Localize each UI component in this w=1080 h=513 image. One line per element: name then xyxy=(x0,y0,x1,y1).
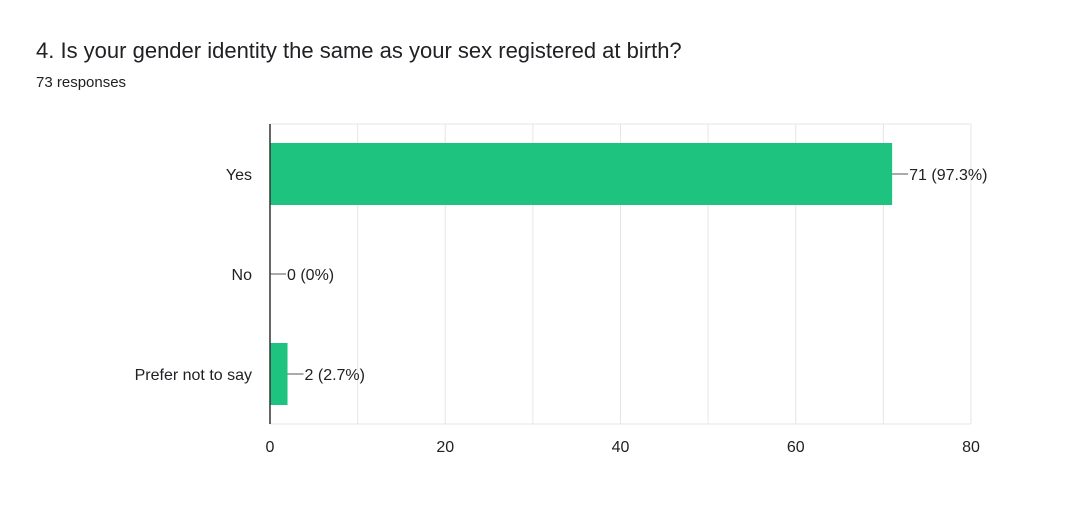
question-title: 4. Is your gender identity the same as y… xyxy=(36,38,682,63)
category-label: Prefer not to say xyxy=(135,367,252,384)
x-tick-label: 40 xyxy=(612,439,630,456)
x-tick-label: 20 xyxy=(436,439,454,456)
value-label: 2 (2.7%) xyxy=(305,367,365,384)
bar xyxy=(270,343,288,405)
x-tick-label: 0 xyxy=(266,439,275,456)
value-label: 0 (0%) xyxy=(287,267,334,284)
response-count: 73 responses xyxy=(36,74,127,91)
value-label: 71 (97.3%) xyxy=(909,167,987,184)
category-label: Yes xyxy=(226,167,252,184)
x-tick-label: 80 xyxy=(962,439,980,456)
bar xyxy=(270,143,893,205)
category-label: No xyxy=(232,267,253,284)
x-tick-label: 60 xyxy=(787,439,805,456)
